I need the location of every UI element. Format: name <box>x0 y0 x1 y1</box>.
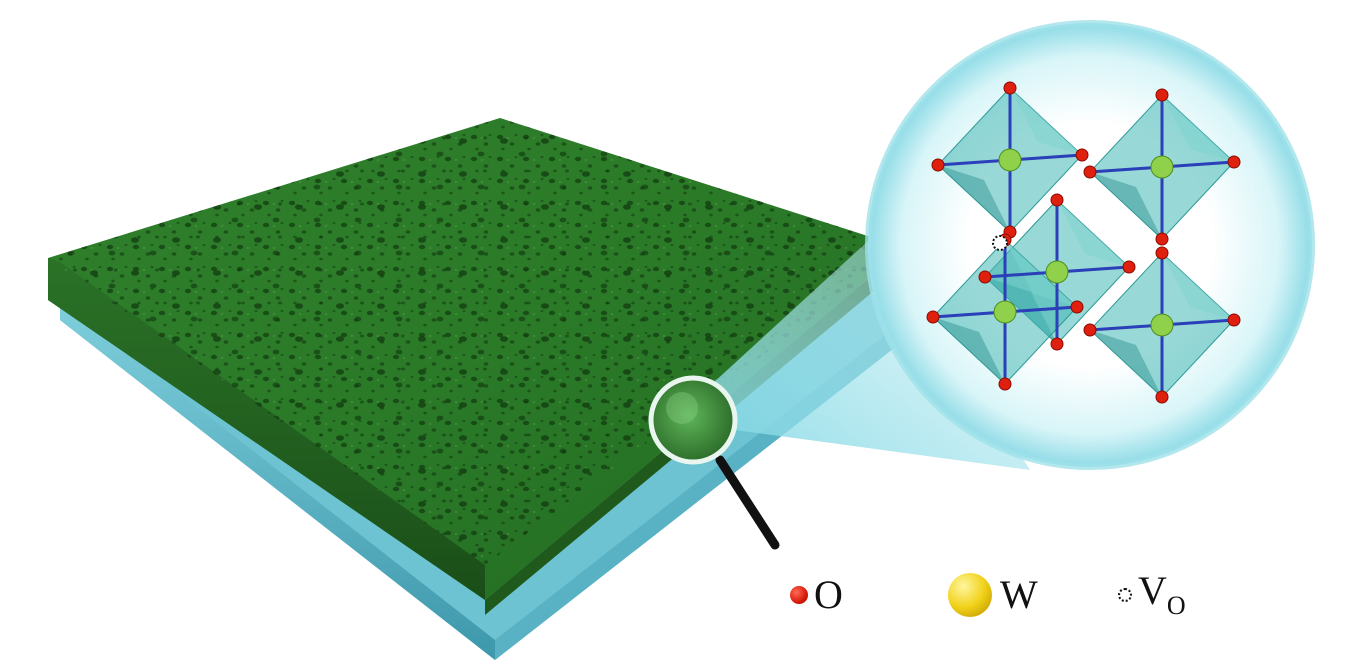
octahedron-face <box>938 165 1010 232</box>
oxygen-atom <box>1227 313 1241 327</box>
legend-vacancy-label: VO <box>1138 568 1186 620</box>
oxygen-atom <box>926 310 940 324</box>
octahedron-face <box>933 317 1005 384</box>
bond-line <box>1089 323 1163 332</box>
bond-line <box>1009 153 1083 162</box>
oxygen-vacancy-marker <box>992 235 1008 251</box>
red-sphere-icon <box>790 586 808 604</box>
octahedron-face <box>1090 330 1162 397</box>
tungsten-atom <box>998 148 1022 172</box>
oxygen-atom <box>1050 337 1064 351</box>
tungsten-atom <box>993 300 1017 324</box>
oxygen-atom <box>1227 155 1241 169</box>
oxygen-atom <box>1050 193 1064 207</box>
bond-line <box>1004 305 1078 314</box>
oxygen-atom <box>1083 165 1097 179</box>
bond-line <box>1161 318 1235 327</box>
legend-vacancy: VO <box>1118 570 1186 620</box>
oxygen-atom <box>1003 81 1017 95</box>
oxygen-atom <box>1155 232 1169 246</box>
oxygen-atom <box>1155 88 1169 102</box>
bond-line <box>937 158 1011 167</box>
w-o-bonds <box>932 88 1235 397</box>
oxygen-atom <box>1083 323 1097 337</box>
octahedron-face <box>1162 95 1234 162</box>
tungsten-atom <box>1045 260 1069 284</box>
legend-oxygen: O <box>790 570 843 620</box>
atoms <box>926 81 1241 404</box>
octahedron-face <box>1057 200 1129 267</box>
oxygen-atom <box>978 270 992 284</box>
magnifying-glass-icon <box>648 375 780 550</box>
oxygen-atom <box>1075 148 1089 162</box>
tungsten-atom <box>1150 313 1174 337</box>
bond-line <box>1161 160 1235 169</box>
oxygen-atom <box>931 158 945 172</box>
oxygen-atom <box>1155 246 1169 260</box>
bond-line <box>984 270 1058 279</box>
oxygen-atom <box>1070 300 1084 314</box>
tungsten-atom <box>1150 155 1174 179</box>
legend-tungsten-label: W <box>1000 572 1038 617</box>
octahedron-face <box>1010 88 1082 155</box>
bond-line <box>932 310 1006 319</box>
octahedron-face <box>1090 172 1162 239</box>
oxygen-atom <box>1155 390 1169 404</box>
yellow-sphere-icon <box>948 573 992 617</box>
legend-oxygen-label: O <box>814 572 843 617</box>
legend-tungsten: W <box>948 570 1038 620</box>
bond-line <box>1089 165 1163 174</box>
oxygen-atom <box>998 377 1012 391</box>
octahedron-face <box>1162 253 1234 320</box>
dotted-circle-icon <box>1118 588 1132 602</box>
bond-line <box>1056 265 1130 274</box>
oxygen-atom <box>1122 260 1136 274</box>
